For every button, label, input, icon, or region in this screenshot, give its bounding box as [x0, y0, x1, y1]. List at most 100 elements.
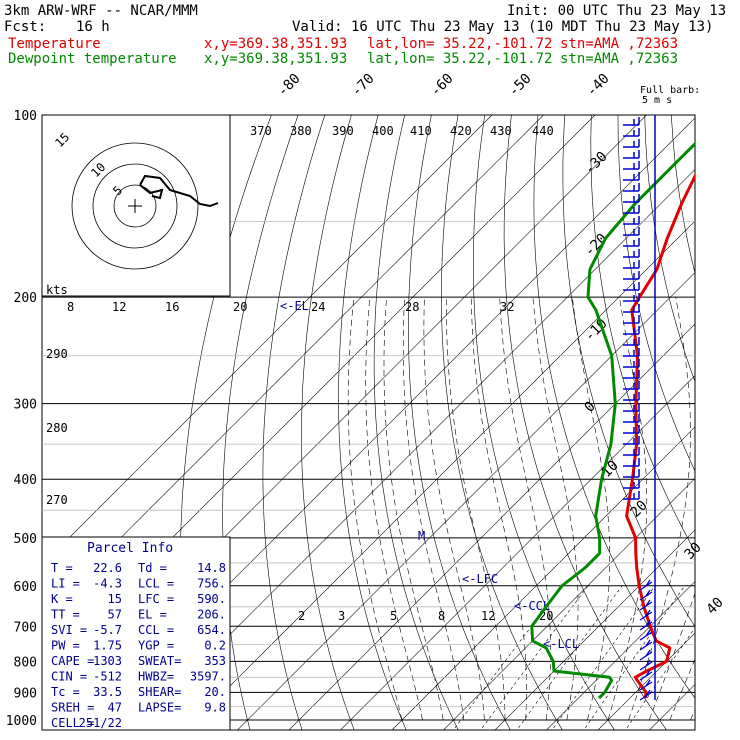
barb-legend-value: 5 m s — [642, 95, 672, 106]
parcel-value: 3597. — [190, 670, 226, 684]
hodograph-trace — [139, 174, 219, 208]
wind-barb — [623, 260, 640, 269]
wind-barb — [639, 619, 653, 631]
temperature-tick-label: 30 — [682, 540, 705, 563]
wind-barb — [639, 629, 653, 641]
wind-barb — [623, 392, 640, 401]
isotherm — [42, 115, 493, 566]
pressure-tick-label: 200 — [14, 291, 37, 306]
theta-label: 440 — [532, 124, 554, 138]
isotherm — [443, 478, 695, 730]
temperature-tick-label: -80 — [275, 71, 304, 100]
wind-barb — [623, 161, 640, 170]
dry-adiabat — [222, 115, 299, 730]
temperature-legend: Temperature — [8, 36, 101, 52]
isotherm — [649, 684, 695, 730]
theta-label: 410 — [410, 124, 432, 138]
temperature-station: stn=AMA ,72363 — [560, 36, 679, 52]
dry-adiabat — [644, 115, 695, 383]
mixing-ratio-line — [516, 585, 623, 730]
parcel-label: SREH = — [51, 701, 94, 715]
dry-adiabat — [301, 115, 355, 730]
temperature-profile — [625, 172, 695, 699]
hodograph-speed-label: 16 — [165, 300, 179, 314]
theta-label: 420 — [450, 124, 472, 138]
hodograph-speed-label: 32 — [500, 300, 514, 314]
isotherm — [340, 375, 695, 730]
dewpoint-xy: x,y=369.38,351.93 — [204, 51, 348, 67]
parcel-value: 206. — [197, 608, 226, 622]
dry-adiabat — [671, 115, 695, 275]
low-theta-label: 290 — [46, 347, 68, 361]
pressure-tick-label: 400 — [14, 473, 37, 488]
low-theta-label: 270 — [46, 493, 68, 507]
moist-adiabat — [446, 297, 506, 720]
wind-barb — [623, 315, 640, 324]
isotherm — [185, 220, 695, 730]
temperature-tick-label: 40 — [704, 595, 727, 618]
moist-adiabat — [607, 297, 648, 721]
hodograph-speed-label: 28 — [405, 300, 419, 314]
wind-barb — [623, 150, 640, 159]
theta-label: 430 — [490, 124, 512, 138]
pressure-tick-label: 1000 — [6, 714, 37, 729]
wind-barb — [623, 282, 640, 291]
parcel-value: 654. — [197, 623, 226, 637]
dewpoint-latlon: lat,lon= 35.22,-101.72 — [367, 51, 553, 67]
dry-adiabat — [373, 115, 459, 730]
low-theta-label: 280 — [46, 421, 68, 435]
parcel-value: 22.6 — [93, 561, 122, 575]
mixing-ratio-line — [583, 585, 686, 730]
wind-barb — [623, 447, 640, 456]
parcel-value: 1.75 — [93, 639, 122, 653]
lfc-marker: <-LFC — [462, 572, 498, 586]
temperature-tick-label: -60 — [428, 71, 457, 100]
wind-barb — [639, 689, 653, 701]
hodograph-speed-label: 24 — [311, 300, 325, 314]
isotherm — [42, 115, 544, 617]
moist-adiabat — [423, 297, 485, 721]
temperature-tick-label: -40 — [584, 71, 613, 100]
wind-barb — [623, 359, 640, 368]
wind-barb — [639, 669, 653, 681]
parcel-value: 756. — [197, 577, 226, 591]
dry-adiabat — [441, 115, 563, 730]
wind-barb — [639, 589, 653, 601]
moist-adiabat — [690, 709, 695, 721]
mixing-ratio-label: 12 — [481, 609, 495, 623]
dry-adiabat — [472, 115, 615, 730]
dewpoint-station: stn=AMA ,72363 — [560, 51, 679, 67]
ccl-marker: <-CCL — [514, 599, 550, 613]
dry-adiabat — [725, 115, 740, 733]
moist-adiabat — [403, 297, 465, 721]
wind-barb — [623, 326, 640, 335]
model-title: 3km ARW-WRF -- NCAR/MMM — [4, 3, 198, 19]
moist-adiabat — [470, 297, 527, 721]
wind-barb — [623, 194, 640, 203]
isotherm — [546, 581, 695, 730]
wind-barb — [623, 480, 640, 489]
moist-adiabat — [383, 297, 444, 721]
dry-adiabat — [533, 115, 695, 699]
wind-barb — [623, 183, 640, 192]
pressure-tick-label: 900 — [14, 686, 37, 701]
parcel-label: LFC = — [138, 592, 174, 606]
parcel-info-title: Parcel Info — [87, 541, 173, 556]
parcel-value: 353 — [204, 654, 226, 668]
wind-barb — [623, 139, 640, 148]
hodograph-units: kts — [46, 283, 68, 297]
wind-barb — [639, 659, 653, 671]
wind-barb — [639, 649, 653, 661]
isotherm — [288, 323, 695, 730]
dry-adiabat — [617, 115, 695, 472]
moist-adiabat — [365, 297, 423, 721]
forecast-hour: 16 h — [76, 19, 110, 35]
hodograph-ring — [113, 184, 157, 228]
theta-label: 400 — [372, 124, 394, 138]
parcel-label: LI = — [51, 577, 80, 591]
wind-barb — [623, 436, 640, 445]
wind-barb — [623, 117, 640, 126]
temperature-tick-label: 0 — [582, 399, 599, 416]
parcel-label: LAPSE= — [138, 701, 181, 715]
mixing-ratio-label: 8 — [438, 609, 445, 623]
